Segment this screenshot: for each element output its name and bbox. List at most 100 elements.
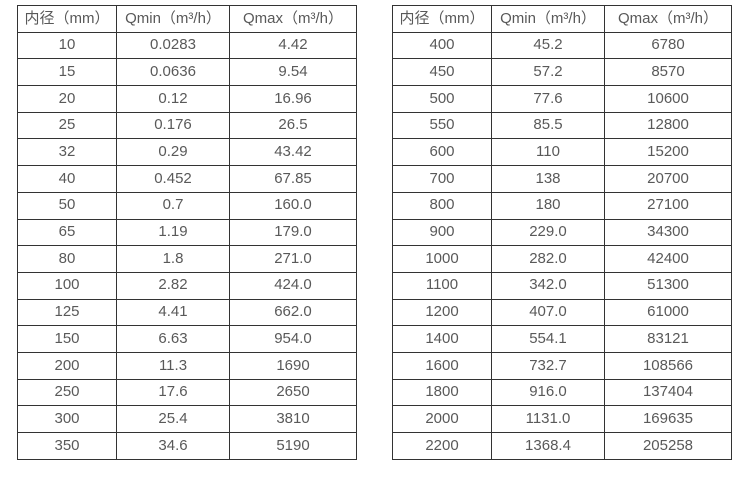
table-cell: 229.0 [491,218,605,247]
table-cell: 0.7 [116,191,230,220]
table-cell: 450 [392,58,492,87]
table-cell: 500 [392,85,492,113]
table-row: 600 110 15200 [392,138,732,167]
table-cell: 1600 [392,351,492,380]
table-cell: 15200 [604,138,732,167]
table-cell: 85.5 [491,111,605,140]
table-cell: 20700 [604,165,732,193]
table-cell: 662.0 [229,298,357,327]
table-cell: 57.2 [491,58,605,87]
column-header: 内径（mm） [17,5,117,33]
table-cell: 150 [17,325,117,353]
table-row: 40 0.452 67.85 [17,165,357,193]
table-cell: 282.0 [491,245,605,273]
table-cell: 67.85 [229,165,357,193]
table-cell: 100 [17,271,117,300]
table-cell: 43.42 [229,138,357,167]
table-cell: 2200 [392,432,492,460]
table-cell: 10600 [604,85,732,113]
flow-rate-table-small-diameters: 内径（mm） Qmin（m³/h） Qmax（m³/h） 10 0.0283 4.42 15… [17,5,357,460]
table-cell: 1000 [392,245,492,273]
table-row: 65 1.19 179.0 [17,218,357,247]
table-cell: 11.3 [116,351,230,380]
table-cell: 9.54 [229,58,357,87]
table-cell: 0.12 [116,85,230,113]
table-cell: 0.452 [116,165,230,193]
table-cell: 15 [17,58,117,87]
table-cell: 26.5 [229,111,357,140]
flow-rate-tables-container: 内径（mm） Qmin（m³/h） Qmax（m³/h） 10 0.0283 4.42 15… [17,5,732,460]
table-cell: 732.7 [491,351,605,380]
table-cell: 200 [17,351,117,380]
table-row: 15 0.0636 9.54 [17,58,357,87]
flow-rate-table-large-diameters: 内径（mm） Qmin（m³/h） Qmax（m³/h） 400 45.2 6780 450… [392,5,732,460]
table-cell: 12800 [604,111,732,140]
table-cell: 169635 [604,405,732,433]
table-cell: 900 [392,218,492,247]
table-cell: 1100 [392,271,492,300]
table-cell: 350 [17,432,117,460]
table-row: 1000 282.0 42400 [392,245,732,273]
table-cell: 77.6 [491,85,605,113]
table-row: 350 34.6 5190 [17,432,357,460]
table-row: 550 85.5 12800 [392,111,732,140]
table-cell: 2000 [392,405,492,433]
table-cell: 61000 [604,298,732,327]
table-cell: 179.0 [229,218,357,247]
table-cell: 34300 [604,218,732,247]
table-cell: 20 [17,85,117,113]
table-cell: 0.29 [116,138,230,167]
table-cell: 400 [392,31,492,60]
table-cell: 300 [17,405,117,433]
column-header: Qmax（m³/h） [604,5,732,33]
table-cell: 6780 [604,31,732,60]
table-cell: 34.6 [116,432,230,460]
table-cell: 1400 [392,325,492,353]
table-row: 100 2.82 424.0 [17,271,357,300]
table-cell: 424.0 [229,271,357,300]
table-cell: 0.0283 [116,31,230,60]
table-row: 125 4.41 662.0 [17,298,357,327]
table-cell: 1200 [392,298,492,327]
table-cell: 954.0 [229,325,357,353]
table-cell: 1.8 [116,245,230,273]
table-row: 50 0.7 160.0 [17,191,357,220]
table-row: 10 0.0283 4.42 [17,31,357,60]
table-cell: 0.176 [116,111,230,140]
table-row: 1200 407.0 61000 [392,298,732,327]
table-row: 80 1.8 271.0 [17,245,357,273]
table-row: 2000 1131.0 169635 [392,405,732,433]
table-cell: 42400 [604,245,732,273]
table-cell: 137404 [604,378,732,407]
table-row: 500 77.6 10600 [392,85,732,113]
table-row: 1100 342.0 51300 [392,271,732,300]
table-header-row: 内径（mm） Qmin（m³/h） Qmax（m³/h） [392,5,732,33]
table-cell: 5190 [229,432,357,460]
table-cell: 700 [392,165,492,193]
table-row: 200 11.3 1690 [17,351,357,380]
table-cell: 1368.4 [491,432,605,460]
column-header: Qmin（m³/h） [491,5,605,33]
table-cell: 8570 [604,58,732,87]
table-cell: 25 [17,111,117,140]
table-cell: 25.4 [116,405,230,433]
table-cell: 1800 [392,378,492,407]
table-row: 800 180 27100 [392,191,732,220]
table-cell: 45.2 [491,31,605,60]
table-cell: 16.96 [229,85,357,113]
table-cell: 110 [491,138,605,167]
table-cell: 205258 [604,432,732,460]
table-cell: 2650 [229,378,357,407]
table-cell: 407.0 [491,298,605,327]
column-header: Qmin（m³/h） [116,5,230,33]
table-cell: 554.1 [491,325,605,353]
table-cell: 4.42 [229,31,357,60]
table-cell: 550 [392,111,492,140]
table-row: 250 17.6 2650 [17,378,357,407]
table-row: 700 138 20700 [392,165,732,193]
table-cell: 108566 [604,351,732,380]
table-row: 900 229.0 34300 [392,218,732,247]
table-cell: 125 [17,298,117,327]
column-header: Qmax（m³/h） [229,5,357,33]
